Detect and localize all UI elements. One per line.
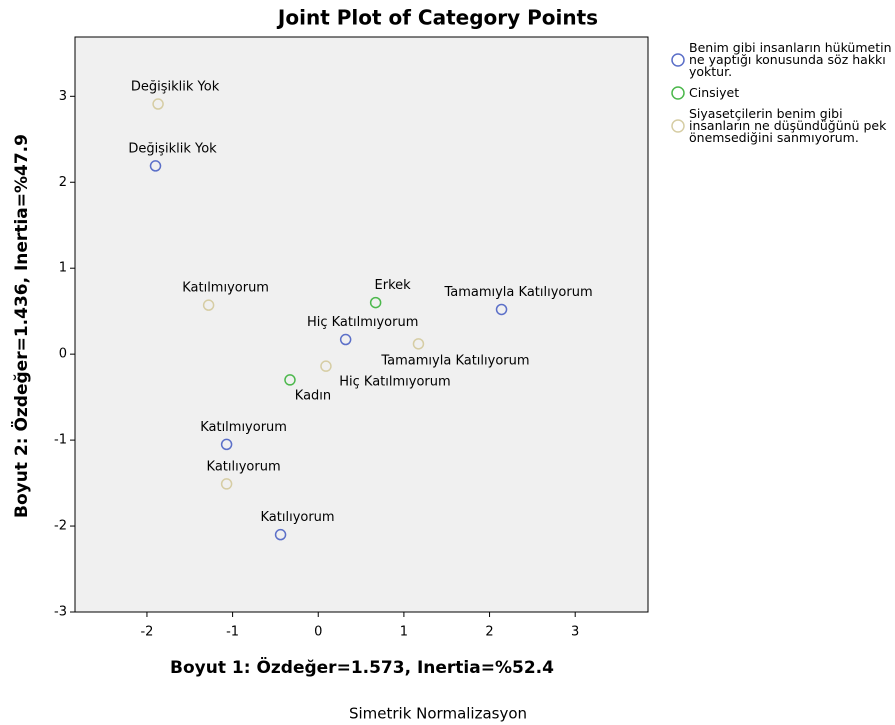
point: [220, 438, 233, 451]
legend-marker: [671, 119, 685, 133]
point-label: Katılmıyorum: [182, 281, 269, 296]
x-tick-label: 0: [314, 625, 322, 640]
legend-entry: Benim gibi insanların hükümetin ne yaptı…: [670, 40, 894, 79]
point: [284, 374, 296, 386]
legend: Benim gibi insanların hükümetin ne yaptı…: [670, 40, 894, 151]
legend-label: Cinsiyet: [689, 85, 740, 100]
point-label: Katılıyorum: [261, 510, 335, 525]
point: [202, 299, 215, 311]
chart-title: Joint Plot of Category Points: [276, 6, 598, 30]
point: [149, 160, 162, 172]
point-label: Değişiklik Yok: [131, 80, 220, 95]
y-axis-label: Boyut 2: Özdeğer=1.436, Inertia=%47.9: [10, 134, 32, 518]
legend-marker: [671, 53, 685, 67]
legend-entry: Cinsiyet: [670, 85, 894, 101]
point-label: Tamamıyla Katılıyorum: [380, 353, 529, 368]
point-label: Hiç Katılmıyorum: [339, 375, 450, 390]
point-label: Kadın: [295, 388, 331, 403]
y-tick-label: -2: [54, 519, 67, 534]
point-label: Değişiklik Yok: [128, 141, 217, 156]
subtitle: Simetrik Normalizasyon: [349, 705, 527, 723]
x-tick-label: -1: [226, 625, 239, 640]
legend-marker: [671, 86, 685, 100]
point: [369, 296, 382, 309]
point-label: Erkek: [375, 278, 412, 293]
legend-icon: [671, 86, 685, 100]
y-tick-label: 1: [59, 261, 67, 276]
legend-icon: [671, 119, 685, 133]
y-tick-label: 0: [59, 347, 67, 362]
point: [339, 333, 352, 346]
x-tick-label: 3: [571, 625, 579, 640]
legend-icon: [671, 53, 685, 67]
point-label: Katılmıyorum: [200, 420, 287, 435]
point-label: Tamamıyla Katılıyorum: [443, 285, 592, 300]
legend-entry: Siyasetçilerin benim gibi insanların ne …: [670, 106, 894, 145]
x-tick-label: 2: [485, 625, 493, 640]
point: [320, 360, 332, 372]
x-tick-label: 1: [400, 625, 408, 640]
y-tick-label: 2: [59, 175, 67, 190]
point: [152, 98, 164, 110]
legend-label: Siyasetçilerin benim gibi insanların ne …: [689, 106, 887, 145]
legend-label: Benim gibi insanların hükümetin ne yaptı…: [689, 40, 892, 79]
point: [412, 338, 425, 350]
y-tick-label: 3: [59, 89, 67, 104]
point: [274, 528, 287, 541]
point: [220, 478, 233, 490]
point-label: Katılıyorum: [207, 459, 281, 474]
point-label: Hiç Katılmıyorum: [307, 315, 418, 330]
point: [495, 303, 508, 316]
plot-area: [74, 36, 649, 613]
x-axis-label: Boyut 1: Özdeğer=1.573, Inertia=%52.4: [170, 656, 554, 678]
y-tick-label: -1: [54, 433, 67, 448]
x-tick-label: -2: [140, 625, 153, 640]
y-tick-label: -3: [54, 605, 67, 620]
